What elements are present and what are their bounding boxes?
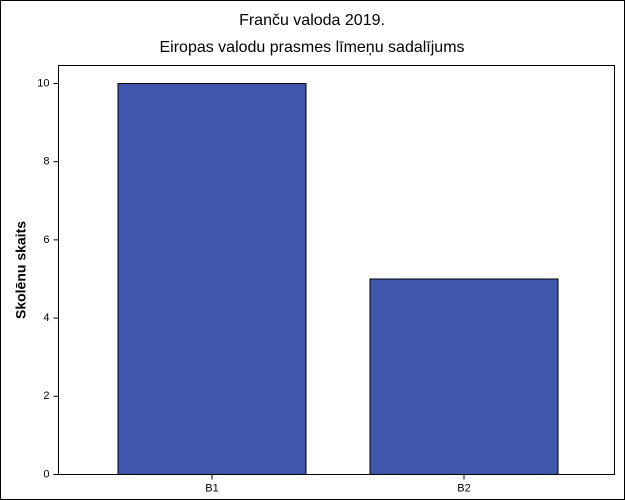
y-tick-label: 0 (43, 468, 49, 480)
y-tick-label: 8 (43, 156, 49, 168)
bar (117, 82, 307, 476)
chart-title: Franču valoda 2019. (239, 12, 385, 29)
bar (369, 278, 559, 476)
y-tick-label: 10 (37, 77, 49, 89)
y-tick-label: 2 (43, 390, 49, 402)
plot-frame (58, 65, 615, 475)
y-axis-label: Skolēnu skaits (13, 221, 29, 319)
chart-subtitle: Eiropas valodu prasmes līmeņu sadalījums (159, 39, 464, 56)
y-tick-label: 6 (43, 234, 49, 246)
x-tick-label: B1 (205, 482, 218, 494)
y-tick-label: 4 (43, 312, 49, 324)
x-tick-label: B2 (457, 482, 470, 494)
